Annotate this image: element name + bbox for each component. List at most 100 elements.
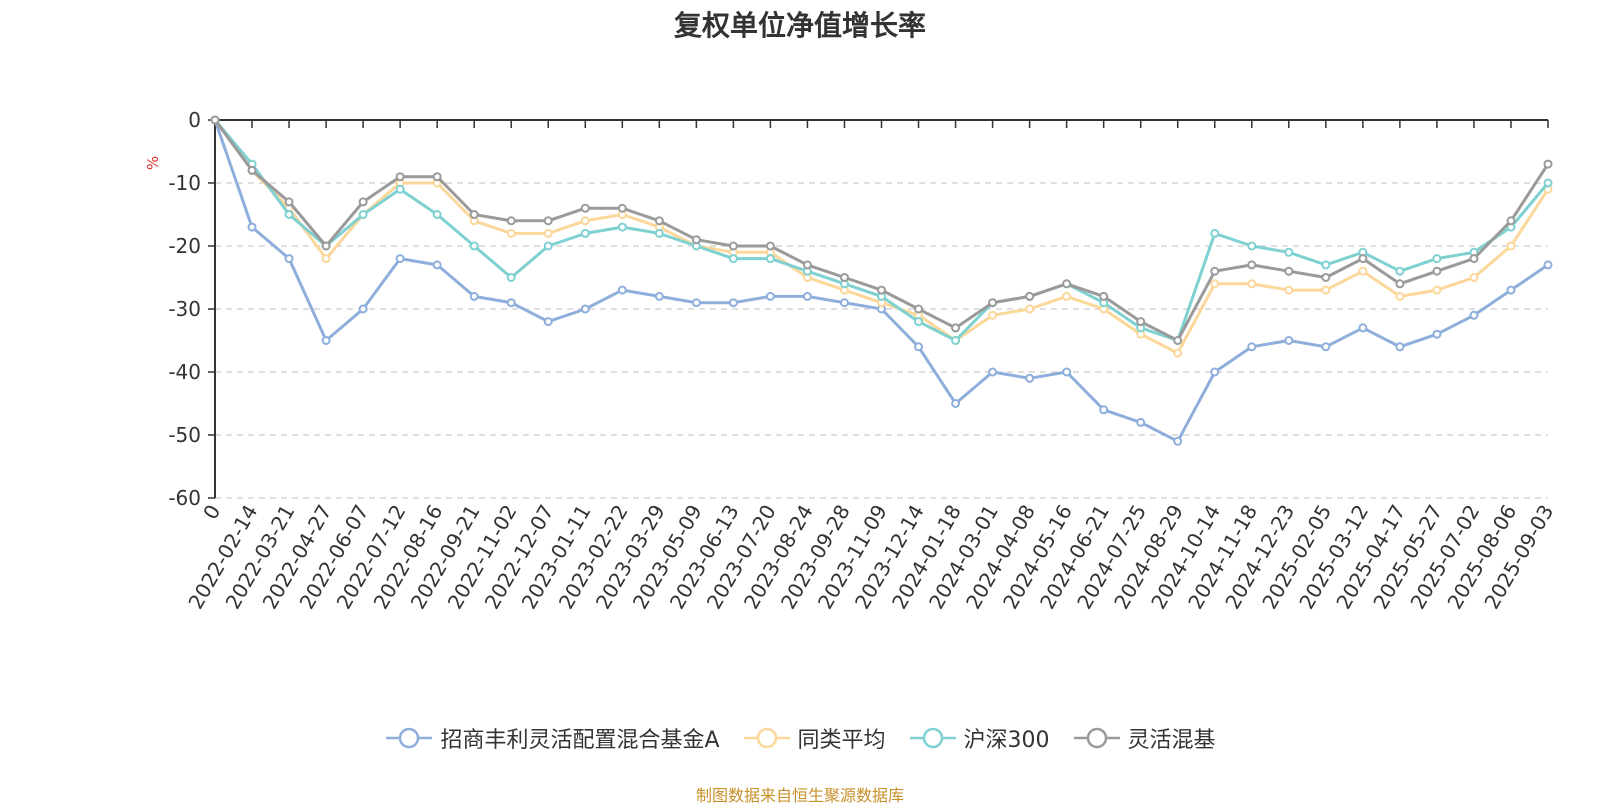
data-point: [654, 216, 664, 226]
legend-label: 沪深300: [963, 728, 1050, 753]
y-tick-label: -30: [168, 297, 201, 321]
data-point: [691, 235, 701, 245]
data-point: [543, 317, 553, 327]
data-point: [1358, 266, 1368, 276]
data-point: [1321, 342, 1331, 352]
data-point: [1025, 304, 1035, 314]
axis-layer: [208, 119, 1549, 499]
data-point: [284, 210, 294, 219]
data-point: [1432, 266, 1442, 276]
data-point: [321, 254, 331, 264]
data-point: [284, 197, 294, 207]
data-point: [432, 172, 442, 182]
data-point: [765, 291, 775, 301]
data-point: [1395, 342, 1405, 352]
data-point: [247, 222, 257, 232]
data-point: [914, 342, 924, 352]
legend-label: 招商丰利灵活配置混合基金A: [440, 728, 720, 753]
series-1: [210, 115, 1553, 446]
data-point: [321, 241, 331, 251]
data-point: [395, 184, 405, 194]
chart-title: 复权单位净值增长率: [673, 9, 926, 42]
data-point: [728, 241, 738, 251]
data-point: [1432, 329, 1442, 339]
data-point: [432, 210, 442, 219]
data-point: [432, 260, 442, 270]
data-point: [247, 165, 257, 175]
data-point: [469, 241, 479, 251]
data-point: [1284, 285, 1294, 295]
data-point: [1432, 254, 1442, 264]
data-point: [543, 216, 553, 226]
data-point: [654, 228, 664, 238]
data-point: [1321, 260, 1331, 270]
data-point: [988, 367, 998, 377]
data-point: [1210, 228, 1220, 238]
data-point: [580, 216, 590, 226]
data-point: [358, 197, 368, 207]
data-point: [543, 228, 553, 238]
data-point: [1025, 291, 1035, 301]
data-point: [988, 298, 998, 308]
data-point: [506, 298, 516, 308]
data-point: [395, 172, 405, 182]
data-point: [1284, 247, 1294, 257]
series-4: [210, 115, 1553, 345]
data-point: [1210, 266, 1220, 276]
legend-line-circle-icon: [1073, 727, 1120, 749]
data-point: [1210, 279, 1220, 289]
legend-item[interactable]: 同类平均: [742, 722, 886, 754]
data-point: [728, 298, 738, 308]
grid-layer: [215, 182, 1548, 499]
data-point: [1506, 216, 1516, 226]
data-point: [1395, 291, 1405, 301]
data-point: [1136, 317, 1146, 327]
data-point: [1506, 241, 1516, 251]
data-point: [1284, 266, 1294, 276]
data-point: [1321, 273, 1331, 282]
data-point: [506, 216, 516, 226]
data-point: [469, 210, 479, 219]
data-point: [1469, 310, 1479, 320]
data-point: [617, 222, 627, 232]
legend-label: 同类平均: [797, 728, 886, 753]
data-point: [1321, 285, 1331, 295]
data-point: [506, 273, 516, 282]
data-point: [1247, 342, 1257, 352]
data-point: [877, 285, 886, 295]
data-point: [951, 336, 961, 345]
legend-item[interactable]: 灵活混基: [1072, 722, 1216, 754]
y-tick-label: -50: [168, 423, 201, 447]
source-note: 制图数据来自恒生聚源数据库: [695, 786, 904, 805]
data-point: [1173, 336, 1183, 345]
data-point: [765, 241, 775, 251]
data-point: [1358, 254, 1368, 264]
data-point: [728, 254, 738, 264]
line-chart: 0-10-20-30-40-50-60%02022-02-142022-03-2…: [144, 108, 1558, 613]
legend-line-circle-icon: [386, 727, 433, 749]
data-point: [1062, 291, 1072, 301]
series-layer: [210, 115, 1553, 446]
data-point: [1173, 436, 1183, 446]
series-line: [213, 118, 1550, 443]
legend-item[interactable]: 沪深300: [908, 722, 1050, 754]
data-point: [1099, 405, 1109, 415]
data-point: [358, 210, 368, 219]
y-axis-label: %: [144, 156, 162, 170]
data-point: [1173, 348, 1183, 358]
data-point: [1506, 285, 1516, 295]
data-point: [839, 298, 849, 308]
data-point: [469, 291, 479, 301]
data-point: [617, 285, 627, 295]
y-tick-label: -60: [168, 486, 201, 510]
legend-item[interactable]: 招商丰利灵活配置混合基金A: [384, 722, 720, 754]
y-tick-label: 0: [188, 108, 201, 132]
data-point: [1025, 373, 1035, 383]
x-tick-label: 0: [198, 501, 225, 524]
data-point: [839, 273, 849, 282]
data-point: [1062, 279, 1072, 289]
data-point: [1358, 323, 1368, 333]
data-point: [395, 254, 405, 264]
data-point: [358, 304, 368, 314]
data-point: [691, 298, 701, 308]
